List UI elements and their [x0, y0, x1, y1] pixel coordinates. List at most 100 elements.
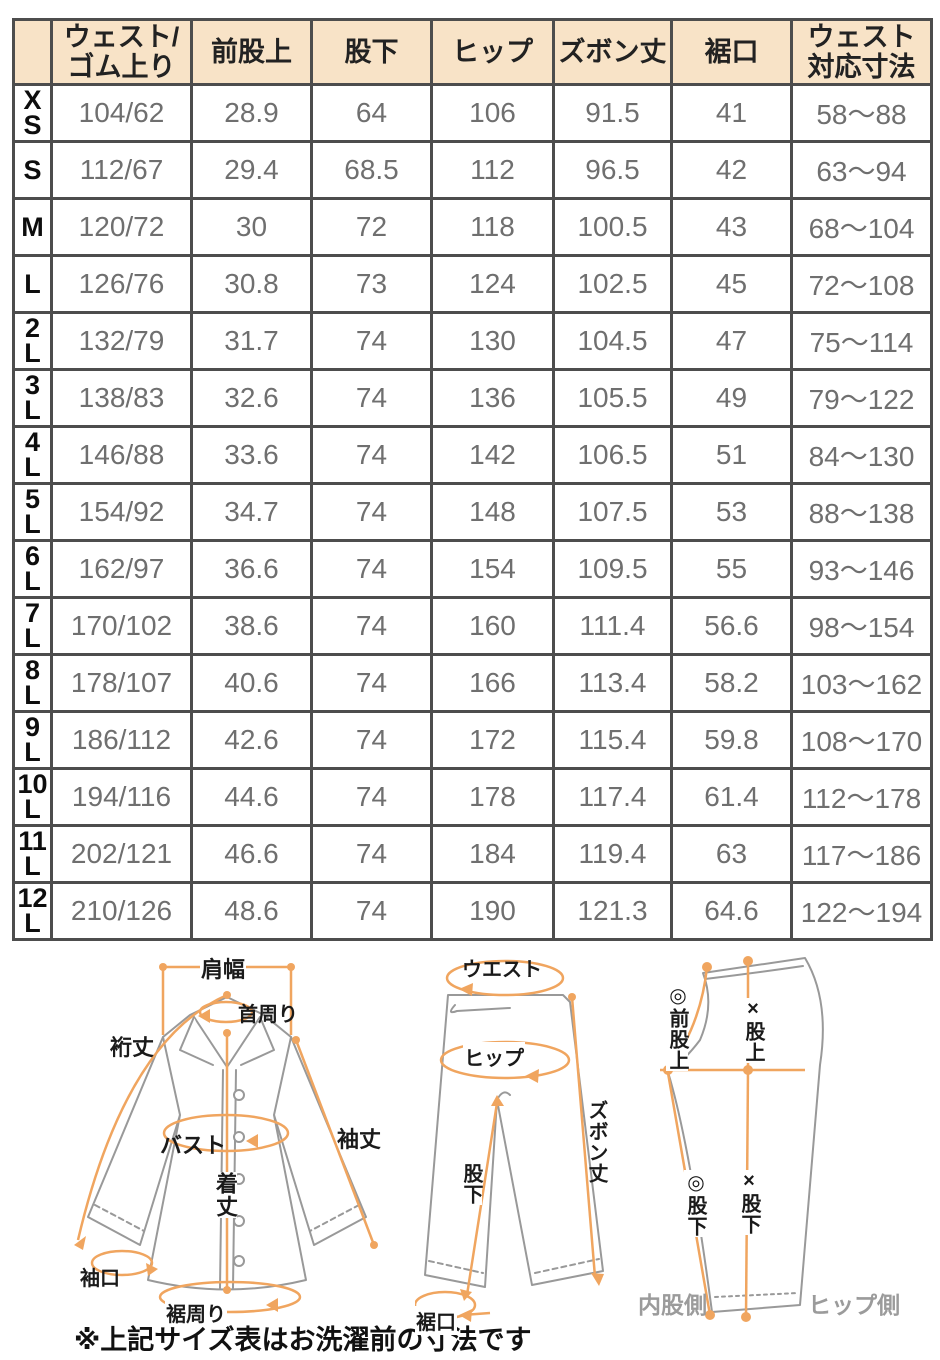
- table-row: 7 L 170/102 38.6 74 160 111.4 56.6 98〜154: [12, 596, 933, 656]
- corner-cell: [12, 18, 53, 86]
- cell: 154/92: [50, 482, 193, 542]
- size-label: 7 L: [12, 596, 53, 656]
- size-label: 12 L: [12, 881, 53, 941]
- cell: 74: [310, 368, 433, 428]
- cell: 112〜178: [790, 767, 933, 827]
- cell: 74: [310, 824, 433, 884]
- cell: 130: [430, 311, 555, 371]
- cell: 42.6: [190, 710, 313, 770]
- cell: 31.7: [190, 311, 313, 371]
- size-label: 6 L: [12, 539, 53, 599]
- col-inseam: 股下: [310, 18, 433, 86]
- cell: 119.4: [552, 824, 673, 884]
- cell: 28.9: [190, 83, 313, 143]
- cell: 91.5: [552, 83, 673, 143]
- cell: 72: [310, 197, 433, 257]
- cell: 59.8: [670, 710, 793, 770]
- cell: 210/126: [50, 881, 193, 941]
- size-label: L: [12, 254, 53, 314]
- cell: 104.5: [552, 311, 673, 371]
- hem-around-label: 裾周り: [165, 1298, 227, 1327]
- table-row: 12 L 210/126 48.6 74 190 121.3 64.6 122〜194: [12, 881, 933, 941]
- cell: 79〜122: [790, 368, 933, 428]
- cell: 104/62: [50, 83, 193, 143]
- table-row: X S 104/62 28.9 64 106 91.5 41 58〜88: [12, 83, 933, 143]
- cell: 47: [670, 311, 793, 371]
- cell: 53: [670, 482, 793, 542]
- pants-length-label: ズボン丈: [585, 1100, 607, 1184]
- inseam-a-label: ◎股下: [684, 1170, 706, 1237]
- inner-thigh-side-label: 内股側: [638, 1292, 707, 1318]
- cell: 75〜114: [790, 311, 933, 371]
- cell: 74: [310, 881, 433, 941]
- cell: 55: [670, 539, 793, 599]
- cell: 30.8: [190, 254, 313, 314]
- cell: 162/97: [50, 539, 193, 599]
- table-row: 3 L 138/83 32.6 74 136 105.5 49 79〜122: [12, 368, 933, 428]
- table-row: 4 L 146/88 33.6 74 142 106.5 51 84〜130: [12, 425, 933, 485]
- cell: 108〜170: [790, 710, 933, 770]
- cell: 74: [310, 653, 433, 713]
- table-row: M 120/72 30 72 118 100.5 43 68〜104: [12, 197, 933, 257]
- cell: 184: [430, 824, 555, 884]
- neck-around-label: 首周り: [238, 1004, 298, 1026]
- table-row: 6 L 162/97 36.6 74 154 109.5 55 93〜146: [12, 539, 933, 599]
- cell: 88〜138: [790, 482, 933, 542]
- table-row: 11 L 202/121 46.6 74 184 119.4 63 117〜186: [12, 824, 933, 884]
- cell: 29.4: [190, 140, 313, 200]
- cell: 72〜108: [790, 254, 933, 314]
- cell: 103〜162: [790, 653, 933, 713]
- col-hip: ヒップ: [430, 18, 555, 86]
- cell: 117.4: [552, 767, 673, 827]
- pants-front-diagram: [415, 959, 604, 1322]
- cell: 68.5: [310, 140, 433, 200]
- bust-label: バスト: [160, 1133, 227, 1158]
- hip-label: ヒップ: [463, 1042, 525, 1071]
- cell: 96.5: [552, 140, 673, 200]
- cell: 42: [670, 140, 793, 200]
- sleeve-length-label: 袖丈: [337, 1127, 382, 1152]
- cell: 146/88: [50, 425, 193, 485]
- size-label: 3 L: [12, 368, 53, 428]
- cell: 109.5: [552, 539, 673, 599]
- cell: 166: [430, 653, 555, 713]
- cell: 63〜94: [790, 140, 933, 200]
- yuki-length-label: 裄丈: [110, 1035, 155, 1060]
- cell: 46.6: [190, 824, 313, 884]
- table-row: 10 L 194/116 44.6 74 178 117.4 61.4 112〜178: [12, 767, 933, 827]
- hip-side-label: ヒップ側: [808, 1292, 900, 1318]
- col-waist-range: ウェスト 対応寸法: [790, 18, 933, 86]
- col-front-rise: 前股上: [190, 18, 313, 86]
- cell: 186/112: [50, 710, 193, 770]
- cell: 43: [670, 197, 793, 257]
- cell: 58.2: [670, 653, 793, 713]
- cell: 190: [430, 881, 555, 941]
- cell: 154: [430, 539, 555, 599]
- cell: 38.6: [190, 596, 313, 656]
- cell: 73: [310, 254, 433, 314]
- cell: 126/76: [50, 254, 193, 314]
- table-row: L 126/76 30.8 73 124 102.5 45 72〜108: [12, 254, 933, 314]
- cell: 102.5: [552, 254, 673, 314]
- pants-side-diagram: [660, 956, 824, 1322]
- cell: 74: [310, 425, 433, 485]
- cell: 56.6: [670, 596, 793, 656]
- cell: 194/116: [50, 767, 193, 827]
- cell: 74: [310, 596, 433, 656]
- cell: 148: [430, 482, 555, 542]
- table-row: 8 L 178/107 40.6 74 166 113.4 58.2 103〜162: [12, 653, 933, 713]
- cell: 34.7: [190, 482, 313, 542]
- rise-label: ×股上: [742, 998, 764, 1063]
- size-label: 9 L: [12, 710, 53, 770]
- inseam-b-label: ×股下: [738, 1170, 760, 1235]
- cell: 30: [190, 197, 313, 257]
- cell: 106: [430, 83, 555, 143]
- cell: 120/72: [50, 197, 193, 257]
- cell: 61.4: [670, 767, 793, 827]
- cell: 115.4: [552, 710, 673, 770]
- size-label: 4 L: [12, 425, 53, 485]
- cell: 51: [670, 425, 793, 485]
- size-table-body: X S 104/62 28.9 64 106 91.5 41 58〜88 S 112/67 29.4…: [12, 83, 933, 941]
- waist-label: ウエスト: [462, 959, 542, 981]
